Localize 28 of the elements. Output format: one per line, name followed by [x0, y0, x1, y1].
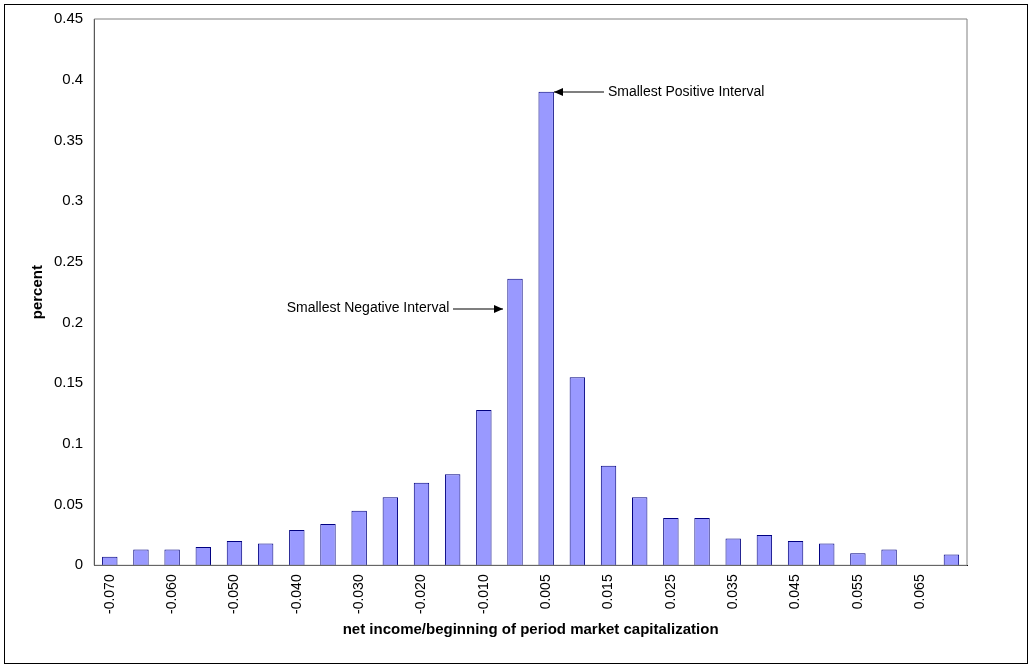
- y-tick-label: 0.2: [62, 312, 84, 330]
- x-tick-label: 0.015: [599, 574, 616, 610]
- y-tick-label: 0.3: [62, 191, 84, 209]
- annotation: Smallest Positive Interval: [607, 82, 765, 99]
- annotation: Smallest Negative Interval: [286, 299, 450, 316]
- y-tick-label: 0.25: [53, 251, 84, 269]
- x-tick-label: -0.070: [100, 574, 117, 615]
- x-tick-label: 0.065: [911, 574, 928, 610]
- x-tick-label: -0.040: [287, 574, 304, 615]
- y-tick-label: 0: [74, 555, 84, 573]
- y-tick-label: 0.15: [53, 373, 84, 391]
- y-tick-label: 0.05: [53, 494, 84, 512]
- x-tick-label: 0.025: [661, 574, 678, 610]
- y-tick-label: 0.1: [62, 434, 84, 452]
- y-axis-title: percent: [28, 265, 46, 320]
- x-tick-label: 0.055: [848, 574, 865, 610]
- x-tick-label: -0.010: [474, 574, 491, 615]
- x-tick-label: 0.045: [786, 574, 803, 610]
- y-tick-label: 0.35: [53, 130, 84, 148]
- x-tick-label: -0.060: [162, 574, 179, 615]
- x-tick-label: -0.030: [350, 574, 367, 615]
- x-tick-label: 0.005: [537, 574, 554, 610]
- x-tick-label: -0.050: [225, 574, 242, 615]
- x-axis-title: net income/beginning of period market capitalization: [342, 620, 719, 638]
- x-tick-label: -0.020: [412, 574, 429, 615]
- y-tick-label: 0.45: [53, 9, 84, 27]
- x-tick-label: 0.035: [724, 574, 741, 610]
- y-tick-label: 0.4: [62, 69, 84, 87]
